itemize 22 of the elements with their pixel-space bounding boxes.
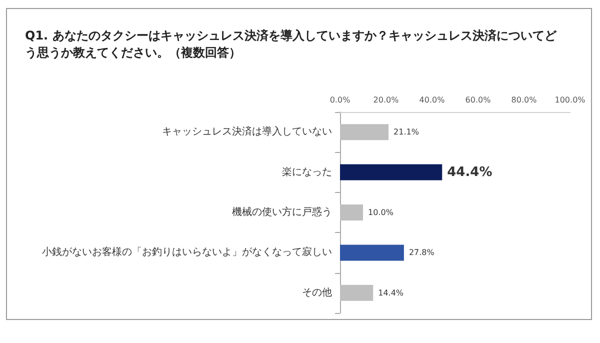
data-label: 27.8% (408, 248, 435, 258)
y-tick-label: 機械の使い方に戸惑う (232, 206, 332, 218)
data-label: 44.4% (447, 164, 492, 180)
bar (340, 164, 442, 180)
bar (340, 244, 404, 261)
y-tick-label: 小銭がないお客様の「お釣りはいらないよ」がなくなって寂しい (42, 246, 332, 258)
data-label: 14.4% (378, 288, 404, 298)
x-tick-label: 40.0% (419, 96, 446, 104)
y-tick-label: 楽になった (282, 166, 332, 178)
bar (340, 124, 389, 140)
x-tick-label: 20.0% (373, 96, 400, 104)
y-tick-label: キャッシュレス決済は導入していない (162, 126, 332, 138)
y-tick-label: その他 (302, 286, 332, 298)
x-tick-label: 0.0% (330, 96, 351, 104)
chart-title: Q1. あなたのタクシーはキャッシュレス決済を導入していますか？キャッシュレス決済についてどう思うか教えてください。（複数回答） (25, 28, 558, 60)
x-tick-label: 100.0% (554, 96, 586, 104)
data-label: 21.1% (394, 128, 420, 137)
bar (340, 284, 374, 301)
data-label: 10.0% (368, 208, 394, 217)
bar (340, 204, 363, 220)
x-tick-label: 80.0% (511, 96, 538, 104)
x-tick-label: 60.0% (465, 96, 492, 104)
